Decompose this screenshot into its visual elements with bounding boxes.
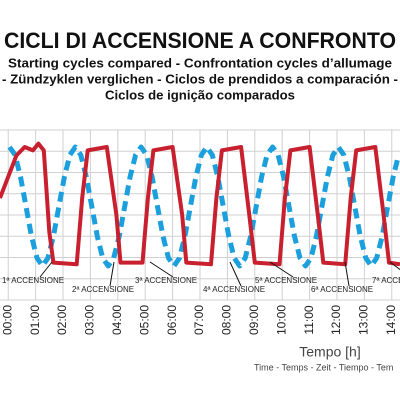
x-tick-label: 02:00	[55, 305, 69, 335]
annotation-leader	[389, 261, 400, 271]
chart-title: CICLI DI ACCENSIONE A CONFRONTO	[4, 28, 396, 53]
subtitle: Starting cycles compared - Confrontation…	[8, 55, 392, 70]
x-tick-label: 06:00	[165, 305, 179, 335]
x-axis-sublabel: Time - Temps - Zeit - Tiempo - Tem	[254, 362, 393, 372]
subtitle: Ciclos de ignição comparados	[105, 87, 295, 102]
subtitle: - Zündzyklen verglichen - Ciclos de pren…	[2, 71, 398, 86]
annotation: 1ª ACCENSIONE	[2, 276, 64, 285]
annotation-leader	[39, 261, 53, 278]
annotation-leader	[269, 261, 294, 278]
x-tick-label: 13:00	[357, 305, 371, 335]
x-tick-label: 09:00	[247, 305, 261, 335]
annotation-leader	[149, 261, 174, 278]
x-tick-label: 14:00	[384, 305, 398, 335]
annotation: 5ª ACCENSIONE	[255, 276, 317, 285]
annotation: 6ª ACCENSIONE	[311, 285, 373, 294]
x-tick-label: 07:00	[192, 305, 206, 335]
annotation: 4ª ACCENSIONE	[203, 285, 265, 294]
annotation: 2ª ACCENSIONE	[72, 285, 134, 294]
annotation-leader	[344, 261, 350, 287]
series-line	[0, 141, 400, 267]
x-tick-label: 12:00	[329, 305, 343, 335]
annotation-leader	[229, 261, 242, 287]
annotation: 7ª ACCENSIONE	[372, 276, 400, 285]
x-tick-label: 00:00	[0, 305, 14, 335]
x-tick-label: 04:00	[110, 305, 124, 335]
x-axis-label: Tempo [h]	[299, 344, 360, 360]
x-tick-label: 11:00	[302, 305, 316, 334]
x-tick-label: 03:00	[83, 305, 97, 335]
annotation: 3ª ACCENSIONE	[135, 276, 197, 285]
x-tick-label: 01:00	[28, 305, 42, 335]
x-tick-label: 05:00	[137, 305, 151, 335]
x-tick-label: 10:00	[274, 305, 288, 335]
annotation-leader	[109, 261, 115, 287]
x-tick-label: 08:00	[220, 305, 234, 335]
series-line	[7, 144, 400, 269]
